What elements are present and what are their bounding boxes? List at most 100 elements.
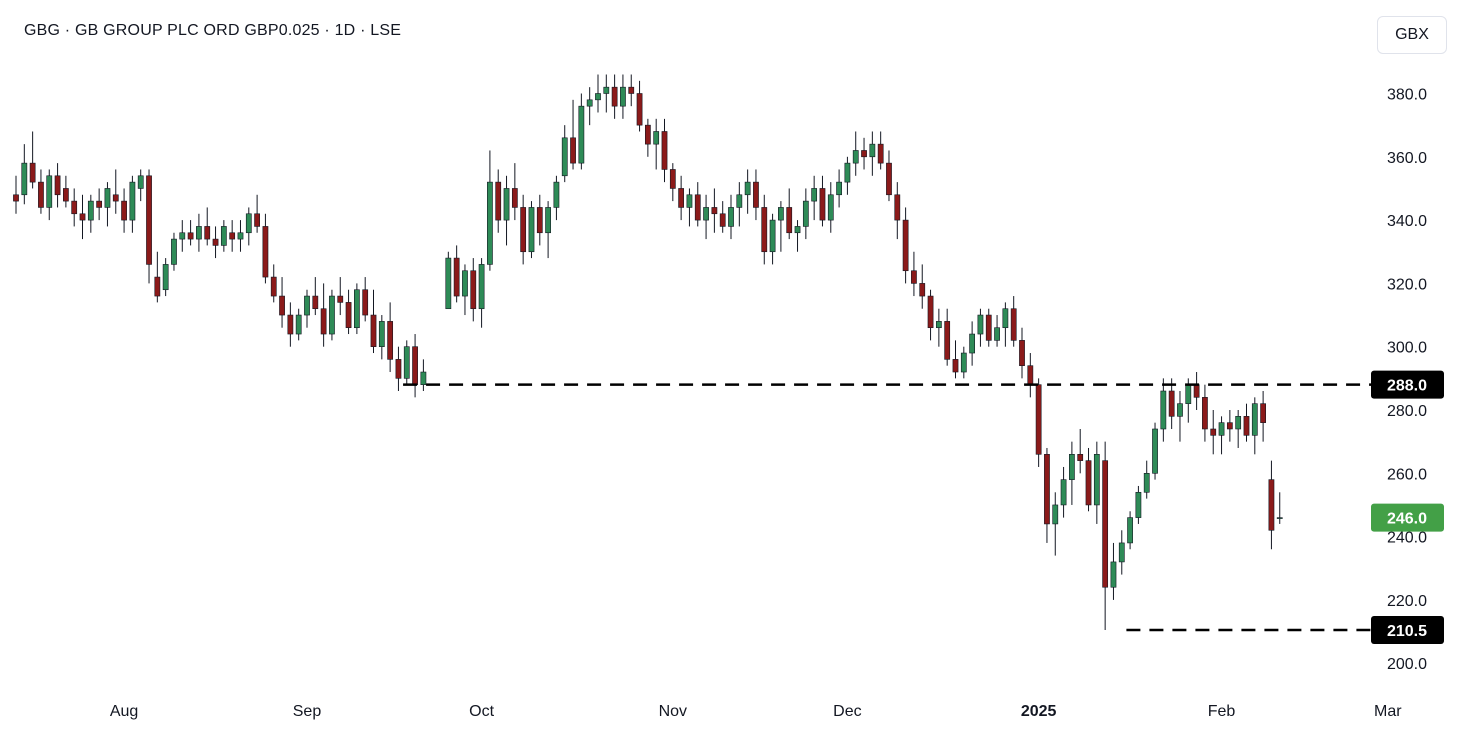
candle-body bbox=[412, 346, 418, 385]
candle-body bbox=[736, 194, 743, 208]
candle bbox=[21, 144, 28, 205]
candle-body bbox=[1276, 517, 1283, 519]
candle-body bbox=[511, 188, 518, 208]
candle-body bbox=[628, 86, 635, 94]
candle-body bbox=[761, 207, 768, 253]
candle bbox=[387, 302, 394, 373]
candle-body bbox=[1127, 517, 1133, 544]
candle-body bbox=[611, 86, 618, 107]
candle-body bbox=[1110, 561, 1117, 588]
candle-body bbox=[836, 181, 842, 196]
candle bbox=[1193, 372, 1200, 410]
candle-body bbox=[470, 270, 477, 310]
candle-body bbox=[71, 200, 78, 215]
candle-body bbox=[952, 359, 959, 373]
candle bbox=[1060, 466, 1067, 518]
candle bbox=[1069, 441, 1075, 505]
candle-body bbox=[1210, 428, 1217, 436]
candle bbox=[1168, 378, 1175, 429]
candle bbox=[1160, 378, 1167, 442]
candle-body bbox=[1235, 416, 1242, 430]
candle-body bbox=[1035, 384, 1042, 455]
candle-body bbox=[1085, 460, 1092, 506]
candle-body bbox=[354, 289, 360, 329]
candle bbox=[462, 264, 468, 316]
candle-body bbox=[1102, 460, 1109, 588]
candle-body bbox=[578, 105, 585, 164]
candle-body bbox=[362, 289, 369, 316]
candle-body bbox=[794, 226, 801, 234]
y-tick-label: 240.0 bbox=[1387, 530, 1427, 547]
candle bbox=[944, 308, 951, 366]
candle-body bbox=[985, 314, 992, 341]
candle bbox=[63, 175, 69, 208]
candle-body bbox=[852, 150, 859, 164]
candle bbox=[711, 188, 718, 233]
candle-body bbox=[495, 181, 502, 221]
candle bbox=[753, 169, 759, 221]
candle-body bbox=[1251, 403, 1258, 436]
candle bbox=[1027, 353, 1034, 398]
candle-body bbox=[1160, 390, 1167, 430]
candle bbox=[104, 182, 111, 227]
y-tick-label: 380.0 bbox=[1387, 87, 1427, 104]
candle-body bbox=[38, 181, 44, 208]
candle-body bbox=[636, 93, 643, 126]
candle bbox=[1210, 410, 1217, 455]
candle-body bbox=[877, 143, 884, 164]
candle-body bbox=[1168, 390, 1175, 417]
x-tick-label: Aug bbox=[110, 703, 138, 720]
candle bbox=[312, 277, 319, 316]
candle bbox=[794, 220, 801, 252]
candle bbox=[362, 277, 369, 322]
candle bbox=[212, 226, 219, 259]
candle-body bbox=[29, 162, 36, 183]
candle-body bbox=[819, 188, 826, 221]
candle bbox=[395, 346, 402, 392]
candle-body bbox=[312, 295, 319, 310]
candle-body bbox=[977, 314, 984, 335]
candle bbox=[578, 93, 585, 170]
x-tick-label: Mar bbox=[1374, 703, 1402, 720]
candle bbox=[503, 175, 510, 246]
candle-body bbox=[337, 295, 344, 303]
candle bbox=[1077, 428, 1084, 474]
candle bbox=[586, 87, 593, 126]
candle bbox=[1243, 403, 1250, 442]
y-tick-label: 300.0 bbox=[1387, 340, 1427, 357]
candle-body bbox=[703, 207, 709, 221]
candle-body bbox=[1093, 454, 1100, 506]
candle bbox=[511, 163, 518, 221]
candle-body bbox=[528, 207, 535, 253]
candle bbox=[1085, 447, 1092, 512]
candle bbox=[71, 188, 78, 227]
candle-body bbox=[919, 283, 926, 297]
candle bbox=[836, 169, 842, 208]
candle bbox=[220, 220, 227, 252]
candle bbox=[669, 163, 676, 202]
candle bbox=[1044, 447, 1050, 543]
candle-body bbox=[1077, 454, 1084, 461]
candle-body bbox=[237, 232, 244, 240]
candle-body bbox=[1185, 384, 1192, 404]
last-price-label: 246.0 bbox=[1387, 511, 1427, 528]
candle-body bbox=[744, 181, 751, 196]
time-axis: AugSepOctNovDec2025FebMarAprMayJun bbox=[110, 703, 1402, 720]
candle-body bbox=[154, 276, 161, 297]
candle-body bbox=[445, 257, 452, 310]
candle bbox=[861, 137, 867, 170]
currency-button[interactable]: GBX bbox=[1377, 16, 1447, 54]
candle bbox=[561, 125, 568, 183]
candle-body bbox=[112, 194, 119, 202]
candle-body bbox=[478, 264, 485, 310]
candle-body bbox=[270, 276, 277, 297]
candle bbox=[445, 251, 452, 310]
candle-body bbox=[1226, 422, 1233, 430]
candle-body bbox=[121, 200, 127, 221]
candle bbox=[686, 188, 693, 227]
candle-body bbox=[1135, 491, 1142, 518]
candle bbox=[412, 334, 418, 398]
candle bbox=[869, 131, 876, 176]
candle bbox=[1177, 391, 1183, 442]
